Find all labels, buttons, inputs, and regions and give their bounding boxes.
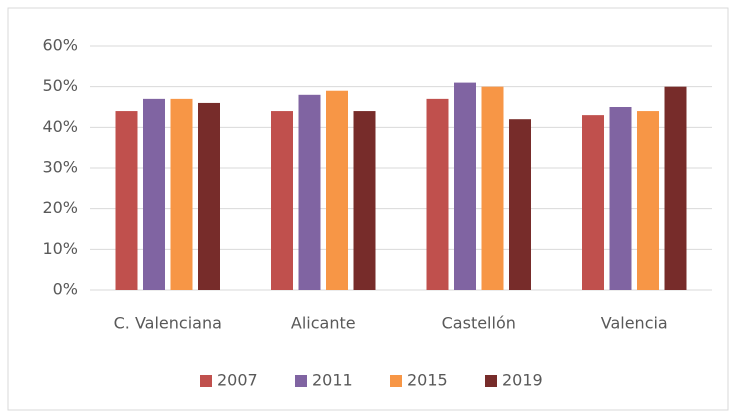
y-tick-label: 30%: [42, 158, 78, 177]
bar: [326, 90, 348, 290]
legend-label: 2007: [217, 371, 258, 390]
bar: [426, 98, 449, 290]
bar: [353, 111, 376, 290]
bar: [664, 86, 687, 291]
bar: [143, 98, 165, 290]
bar: [271, 111, 293, 290]
legend-label: 2011: [312, 371, 353, 390]
y-tick-label: 60%: [42, 36, 78, 55]
bar: [637, 111, 659, 290]
legend-swatch: [200, 375, 212, 387]
bar: [170, 98, 193, 290]
bar: [454, 82, 476, 290]
legend-swatch: [295, 375, 307, 387]
x-tick-label: C. Valenciana: [114, 314, 222, 333]
bar: [609, 107, 632, 290]
bar: [115, 111, 138, 290]
y-tick-label: 20%: [42, 198, 78, 217]
legend-label: 2015: [407, 371, 448, 390]
y-tick-label: 10%: [42, 239, 78, 258]
legend-swatch: [485, 375, 497, 387]
bar: [198, 102, 220, 290]
x-tick-label: Castellón: [442, 314, 516, 333]
y-tick-label: 50%: [42, 76, 78, 95]
y-tick-label: 40%: [42, 117, 78, 136]
bar: [481, 86, 504, 291]
x-tick-label: Valencia: [601, 314, 668, 333]
bar: [298, 94, 321, 290]
bar: [509, 119, 531, 290]
legend-swatch: [390, 375, 402, 387]
y-tick-label: 0%: [53, 280, 78, 299]
bar: [582, 115, 604, 290]
legend-label: 2019: [502, 371, 543, 390]
x-tick-label: Alicante: [291, 314, 356, 333]
